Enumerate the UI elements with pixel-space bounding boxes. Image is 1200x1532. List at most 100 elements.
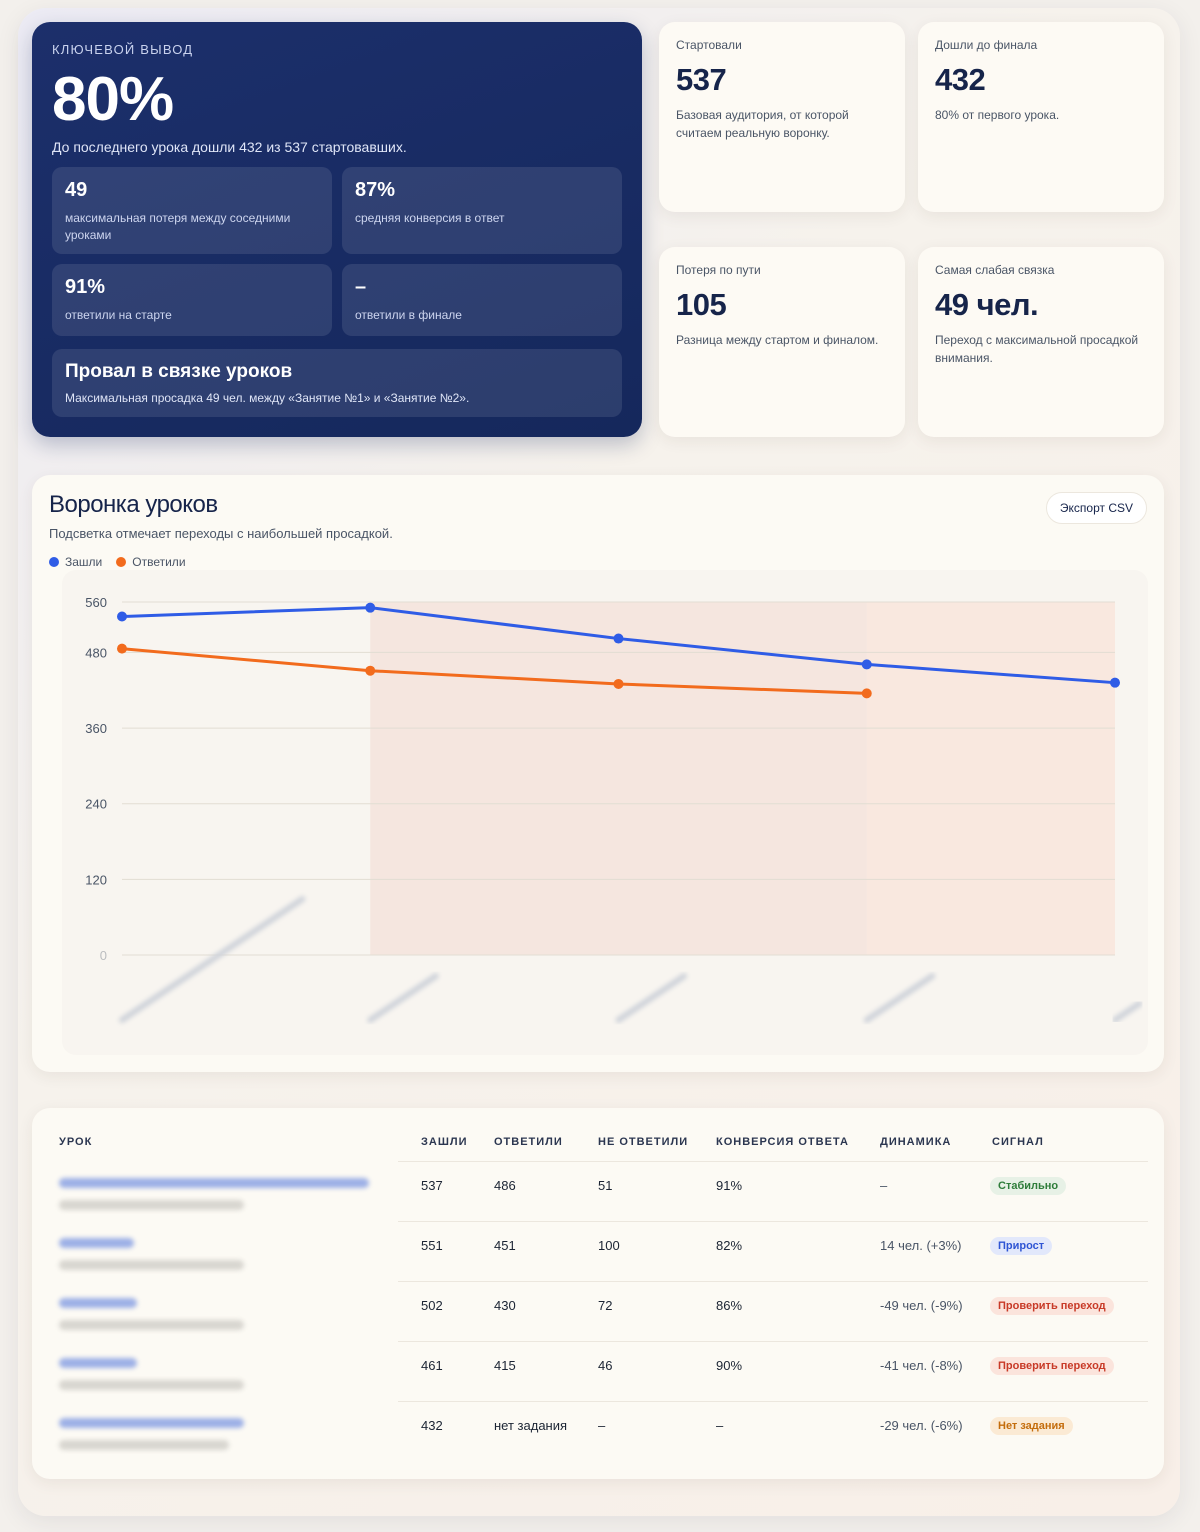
stat-label: Дошли до финала	[935, 38, 1038, 52]
legend-item-answered[interactable]: Ответили	[116, 555, 186, 569]
legend-swatch	[49, 557, 59, 567]
table-row[interactable]: 537 486 51 91% – Стабильно	[398, 1161, 1148, 1221]
legend-swatch	[116, 557, 127, 567]
lesson-meta-redacted	[59, 1440, 229, 1450]
legend-label: Ответили	[132, 555, 186, 569]
lesson-meta-redacted	[59, 1380, 244, 1390]
y-tick-label: 360	[85, 721, 107, 736]
column-header-dynamics: ДИНАМИКА	[880, 1136, 952, 1148]
lesson-name-cell[interactable]	[59, 1178, 379, 1210]
y-tick-label: 120	[85, 872, 107, 887]
alert-description: Максимальная просадка 49 чел. между «Зан…	[65, 391, 470, 405]
key-insight-value: 80%	[52, 65, 174, 134]
cell-conversion: 82%	[716, 1238, 743, 1253]
x-tick-label-redacted	[1112, 1000, 1143, 1023]
data-point	[365, 665, 376, 676]
stat-description: Базовая аудитория, от которой считаем ре…	[676, 108, 849, 140]
x-tick-label-redacted	[863, 973, 936, 1023]
data-point	[613, 633, 624, 644]
metric-tile-avg-conversion: 87% средняя конверсия в ответ	[342, 167, 622, 254]
metric-label: средняя конверсия в ответ	[355, 211, 505, 225]
table-row[interactable]: 432 нет задания – – -29 чел. (-6%) Нет задани…	[398, 1401, 1148, 1461]
stat-value: 49 чел.	[935, 287, 1039, 322]
stat-description: 80% от первого урока.	[935, 108, 1060, 122]
lesson-title-redacted	[59, 1418, 244, 1428]
chart-subtitle: Подсветка отмечает переходы с наибольшей…	[49, 526, 393, 541]
lesson-meta-redacted	[59, 1260, 244, 1270]
stat-card-loss: Потеря по пути 105 Разница между стартом…	[659, 247, 905, 437]
stat-card-finished: Дошли до финала 432 80% от первого урока…	[918, 22, 1164, 212]
stat-card-weakest-link: Самая слабая связка 49 чел. Переход с ма…	[918, 247, 1164, 437]
column-header-conversion: КОНВЕРСИЯ ОТВЕТА	[716, 1136, 849, 1148]
cell-not-answered: 51	[598, 1178, 613, 1193]
stat-value: 105	[676, 287, 727, 322]
highlight-band	[370, 602, 867, 955]
cell-not-answered: 100	[598, 1238, 620, 1253]
stat-description: Переход с максимальной просадкой внимани…	[935, 333, 1139, 365]
cell-conversion: –	[716, 1418, 724, 1433]
table-row[interactable]: 461 415 46 90% -41 чел. (-8%) Проверить перех…	[398, 1341, 1148, 1401]
status-badge: Нет задания	[990, 1417, 1073, 1435]
y-tick-label: 560	[85, 595, 107, 610]
cell-answered: 430	[494, 1298, 516, 1313]
key-insight-kicker: КЛЮЧЕВОЙ ВЫВОД	[52, 42, 194, 57]
lesson-name-cell[interactable]	[59, 1418, 379, 1450]
lesson-gap-alert: Провал в связке уроков Максимальная прос…	[52, 349, 622, 417]
metric-value: 91%	[65, 276, 106, 298]
legend-item-entered[interactable]: Зашли	[49, 555, 102, 569]
metric-tile-max-loss: 49 максимальная потеря между соседними у…	[52, 167, 332, 254]
y-tick-label: 480	[85, 645, 107, 660]
cell-answered: 415	[494, 1358, 516, 1373]
lesson-name-cell[interactable]	[59, 1298, 379, 1330]
stat-label: Самая слабая связка	[935, 263, 1055, 277]
cell-entered: 461	[421, 1358, 443, 1373]
data-point	[861, 659, 872, 670]
metric-tile-final-answered: – ответили в финале	[342, 264, 622, 336]
metric-value: 87%	[355, 179, 396, 201]
metric-value: 49	[65, 179, 88, 201]
cell-dynamics: -49 чел. (-9%)	[880, 1298, 963, 1313]
cell-answered: 486	[494, 1178, 516, 1193]
column-header-signal: СИГНАЛ	[992, 1136, 1044, 1148]
cell-answered: 451	[494, 1238, 516, 1253]
export-csv-button[interactable]: Экспорт CSV	[1045, 492, 1147, 524]
table-row[interactable]: 551 451 100 82% 14 чел. (+3%) Прирост	[398, 1221, 1148, 1281]
status-badge: Стабильно	[990, 1177, 1067, 1195]
column-header-not-answered: НЕ ОТВЕТИЛИ	[598, 1136, 689, 1148]
cell-entered: 537	[421, 1178, 443, 1193]
cell-entered: 432	[421, 1418, 443, 1433]
data-point	[117, 643, 127, 654]
cell-not-answered: –	[598, 1418, 606, 1433]
lesson-name-cell[interactable]	[59, 1358, 379, 1390]
highlight-band	[866, 602, 1115, 955]
series-line	[121, 647, 867, 695]
metric-value: –	[355, 276, 367, 298]
metric-label: ответили на старте	[65, 308, 172, 322]
cell-conversion: 91%	[716, 1178, 743, 1193]
column-header-answered: ОТВЕТИЛИ	[494, 1136, 563, 1148]
data-point	[365, 602, 376, 613]
status-badge: Прирост	[990, 1237, 1053, 1255]
stat-description: Разница между стартом и финалом.	[676, 333, 879, 347]
key-insight-card: КЛЮЧЕВОЙ ВЫВОД 80% До последнего урока д…	[32, 22, 642, 437]
stat-label: Стартовали	[676, 38, 742, 52]
key-insight-subtitle: До последнего урока дошли 432 из 537 ста…	[52, 139, 407, 155]
y-tick-label: 240	[85, 797, 107, 812]
y-tick-label: 0	[100, 948, 107, 963]
lesson-name-cell[interactable]	[59, 1238, 379, 1270]
status-badge: Проверить переход	[990, 1297, 1114, 1315]
cell-conversion: 90%	[716, 1358, 743, 1373]
alert-title: Провал в связке уроков	[65, 361, 293, 382]
lesson-meta-redacted	[59, 1320, 244, 1330]
stat-card-started: Стартовали 537 Базовая аудитория, от кот…	[659, 22, 905, 212]
x-tick-label-redacted	[615, 973, 688, 1023]
cell-not-answered: 46	[598, 1358, 613, 1373]
lessons-table: УРОК ЗАШЛИ ОТВЕТИЛИ НЕ ОТВЕТИЛИ КОНВЕРСИ…	[32, 1108, 1164, 1479]
table-row[interactable]: 502 430 72 86% -49 чел. (-9%) Проверить перех…	[398, 1281, 1148, 1341]
lesson-title-redacted	[59, 1298, 137, 1308]
funnel-chart-panel: Воронка уроков Подсветка отмечает перехо…	[32, 475, 1164, 1072]
lesson-title-redacted	[59, 1238, 134, 1248]
lesson-meta-redacted	[59, 1200, 244, 1210]
metric-tile-start-answered: 91% ответили на старте	[52, 264, 332, 336]
metric-label: ответили в финале	[355, 308, 462, 322]
